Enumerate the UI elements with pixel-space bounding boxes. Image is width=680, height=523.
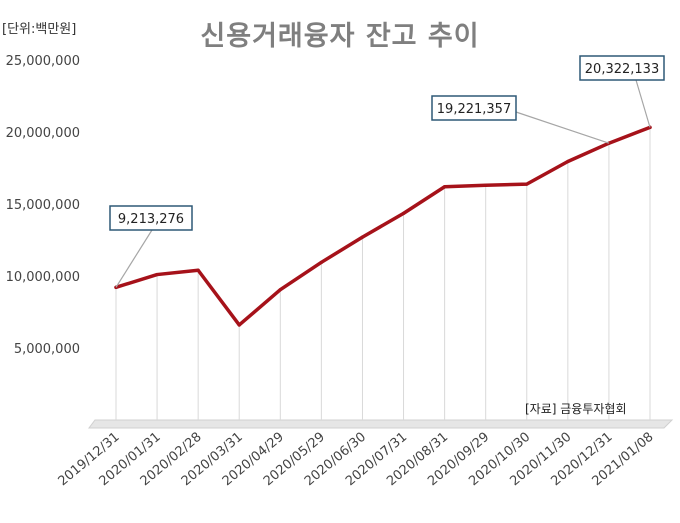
y-tick-label: 5,000,000 [14,342,80,357]
data-point [237,323,241,327]
callout-label: 20,322,133 [585,62,659,77]
callout-box [431,95,517,121]
callout-leader [115,229,153,288]
callout-box [109,205,193,231]
callout-leader [635,79,651,128]
data-point [278,288,282,292]
unit-label: [단위:백만원] [2,22,77,37]
callout-label: 9,213,276 [118,212,184,227]
y-tick-label: 20,000,000 [6,126,80,141]
data-point [525,182,529,186]
y-tick-label: 25,000,000 [6,54,80,69]
data-point [484,183,488,187]
plot-floor [88,419,674,429]
chart-title: 신용거래융자 잔고 추이 [200,21,480,52]
series-line [114,125,652,327]
data-point [196,268,200,272]
callout-leader [515,111,610,144]
data-point [360,235,365,239]
data-point [155,272,159,277]
data-point [443,185,447,189]
y-tick-label: 10,000,000 [6,270,80,285]
data-point [566,159,570,164]
data-point [401,211,406,215]
callout-label: 19,221,357 [437,102,511,117]
source-label: [자료] 금융투자협회 [525,402,627,416]
y-tick-label: 15,000,000 [6,198,80,213]
data-point [319,260,323,264]
callout-box [579,55,665,81]
